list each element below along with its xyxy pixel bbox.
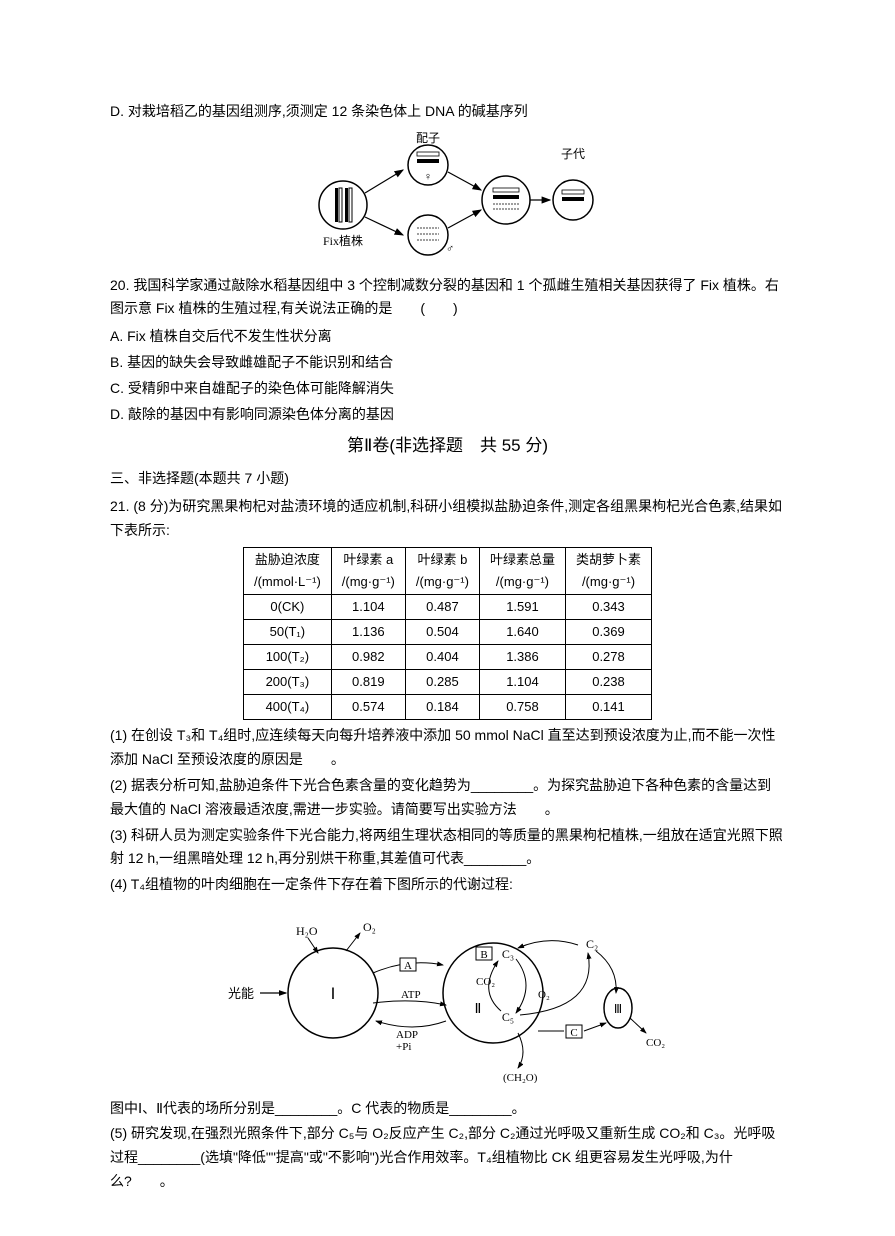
fig2-A: A [404,960,412,972]
q21-cell-3-0: 200(T₃) [243,670,331,695]
q21-sub1: (1) 在创设 T₃和 T₄组时,应连续每天向每升培养液中添加 50 mmol … [110,724,785,772]
fig2-co2-out: CO₂ [646,1037,665,1049]
fig1-male-symbol: ♂ [445,243,453,255]
q21-cell-0-4: 0.343 [565,594,651,619]
fig2-c3: C₃ [501,947,513,961]
fig2-I: Ⅰ [330,986,335,1003]
q21-cell-2-2: 0.404 [405,645,479,670]
q21-cell-3-2: 0.285 [405,670,479,695]
fig2-h2o: H₂O [296,924,318,938]
q21-cell-4-1: 0.574 [331,695,405,720]
fig2-III: Ⅲ [613,1002,621,1016]
q20-stem: 20. 我国科学家通过敲除水稻基因组中 3 个控制减数分裂的基因和 1 个孤雌生… [110,274,785,322]
q20-option-a: A. Fix 植株自交后代不发生性状分离 [110,325,785,349]
fig2-ch2o: (CH₂O) [503,1072,538,1083]
table-row: 0(CK)1.1040.4871.5910.343 [243,594,651,619]
q21-sub5: (5) 研究发现,在强烈光照条件下,部分 C₅与 O₂反应产生 C₂,部分 C₂… [110,1122,785,1193]
q19-option-d: D. 对栽培稻乙的基因组测序,须测定 12 条染色体上 DNA 的碱基序列 [110,100,785,124]
fig2-B: B [480,949,487,961]
fig1-offspring-label: 子代 [560,147,584,161]
fig2-adp: ADP [396,1029,418,1041]
q21-th-3: 叶绿素总量/(mg·g⁻¹) [479,547,565,594]
fig2-o2-2: O₂ [538,989,550,1001]
fig2-co2-in: CO₂ [476,976,495,988]
q21-cell-4-4: 0.141 [565,695,651,720]
q21-th-4: 类胡萝卜素/(mg·g⁻¹) [565,547,651,594]
q20-option-d: D. 敲除的基因中有影响同源染色体分离的基因 [110,403,785,427]
fig2-II: Ⅱ [474,1002,481,1017]
fig1-fix-label: Fix植株 [322,233,362,248]
q21-cell-3-3: 1.104 [479,670,565,695]
q21-data-table: 盐胁迫浓度/(mmol·L⁻¹)叶绿素 a/(mg·g⁻¹)叶绿素 b/(mg·… [243,547,652,721]
q21-cell-1-1: 1.136 [331,619,405,644]
q21-th-2: 叶绿素 b/(mg·g⁻¹) [405,547,479,594]
figure-metabolism: 光能 Ⅰ H₂O O₂ A ATP ADP +Pi Ⅱ C₃ C₅ CO₂ B [110,903,785,1091]
q21-cell-2-3: 1.386 [479,645,565,670]
q21-cell-1-3: 1.640 [479,619,565,644]
table-row: 50(T₁)1.1360.5041.6400.369 [243,619,651,644]
fig2-c2: C₂ [586,937,598,951]
q21-cell-0-2: 0.487 [405,594,479,619]
table-row: 400(T₄)0.5740.1840.7580.141 [243,695,651,720]
q21-cell-2-1: 0.982 [331,645,405,670]
q20-option-c: C. 受精卵中来自雄配子的染色体可能降解消失 [110,377,785,401]
fig2-atp: ATP [401,989,421,1001]
fig2-c5: C₅ [501,1010,513,1024]
section2-header: 第Ⅱ卷(非选择题 共 55 分) [110,432,785,461]
q21-cell-4-0: 400(T₄) [243,695,331,720]
fig1-gamete-label: 配子 [415,131,439,145]
q21-cell-3-4: 0.238 [565,670,651,695]
q21-cell-4-2: 0.184 [405,695,479,720]
table-row: 100(T₂)0.9820.4041.3860.278 [243,645,651,670]
q20-option-b: B. 基因的缺失会导致雌雄配子不能识别和结合 [110,351,785,375]
q21-cell-0-1: 1.104 [331,594,405,619]
q21-th-1: 叶绿素 a/(mg·g⁻¹) [331,547,405,594]
q21-cell-2-4: 0.278 [565,645,651,670]
fig2-o2-out: O₂ [363,920,376,934]
q21-cell-2-0: 100(T₂) [243,645,331,670]
q21-sub4-post: 图中Ⅰ、Ⅱ代表的场所分别是________。C 代表的物质是________。 [110,1097,785,1121]
q21-cell-1-0: 50(T₁) [243,619,331,644]
q21-cell-1-4: 0.369 [565,619,651,644]
subsection3-label: 三、非选择题(本题共 7 小题) [110,467,785,491]
table-row: 200(T₃)0.8190.2851.1040.238 [243,670,651,695]
fig2-pi: +Pi [396,1041,411,1053]
q21-sub3: (3) 科研人员为测定实验条件下光合能力,将两组生理状态相同的等质量的黑果枸杞植… [110,824,785,872]
figure-fix-plant: Fix植株 配子 ♀ ♂ 子代 [110,130,785,268]
fig2-C: C [570,1027,577,1039]
q21-stem: 21. (8 分)为研究黑果枸杞对盐渍环境的适应机制,科研小组模拟盐胁迫条件,测… [110,495,785,543]
q21-cell-0-3: 1.591 [479,594,565,619]
q21-th-0: 盐胁迫浓度/(mmol·L⁻¹) [243,547,331,594]
fig2-light: 光能 [228,986,254,1001]
q21-cell-1-2: 0.504 [405,619,479,644]
q21-sub4-intro: (4) T₄组植物的叶肉细胞在一定条件下存在着下图所示的代谢过程: [110,873,785,897]
fig1-female-symbol: ♀ [423,171,431,183]
q21-cell-3-1: 0.819 [331,670,405,695]
q21-cell-0-0: 0(CK) [243,594,331,619]
q21-cell-4-3: 0.758 [479,695,565,720]
q21-sub2: (2) 据表分析可知,盐胁迫条件下光合色素含量的变化趋势为________。为探… [110,774,785,822]
